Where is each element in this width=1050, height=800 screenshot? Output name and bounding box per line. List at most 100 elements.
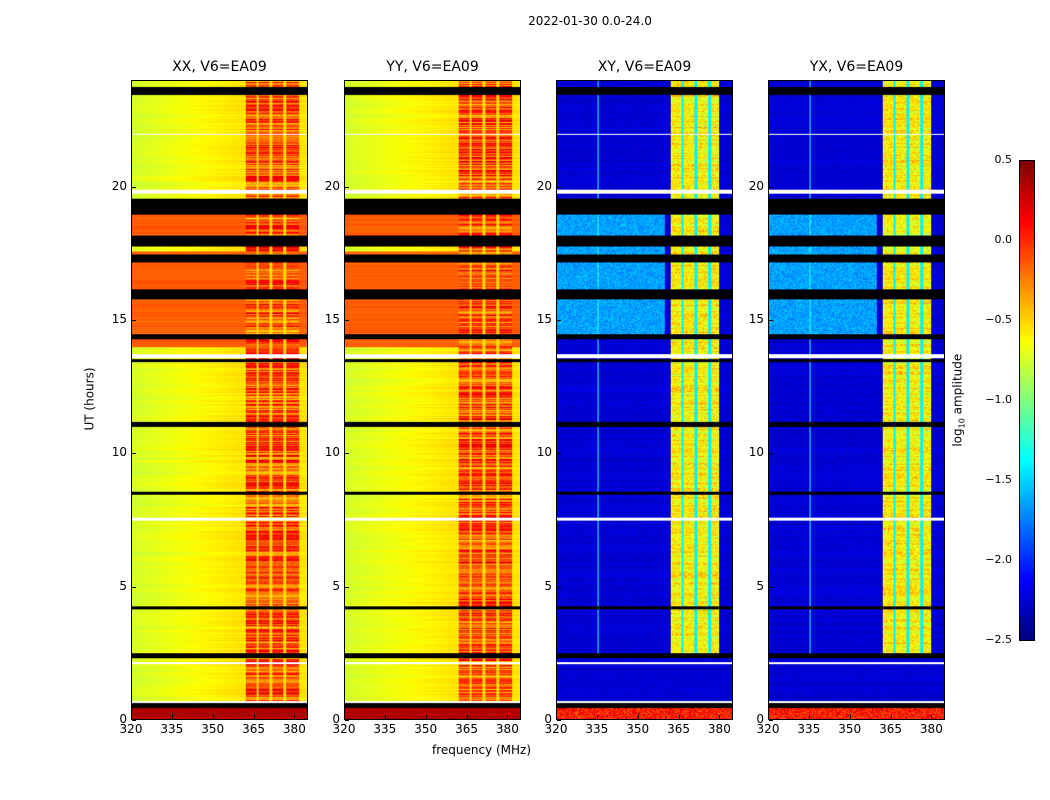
y-tick-mark — [769, 720, 773, 721]
x-tick-mark — [768, 715, 769, 719]
y-tick-label: 5 — [332, 578, 340, 593]
x-tick-label: 335 — [797, 722, 821, 736]
x-tick-mark — [253, 715, 255, 719]
x-tick-label: 350 — [414, 722, 438, 736]
heatmap-panel-yy — [344, 80, 521, 720]
x-tick-mark — [556, 715, 557, 719]
x-tick-mark — [131, 715, 132, 719]
x-tick-mark — [849, 715, 851, 719]
x-tick-mark — [384, 715, 386, 719]
colorbar-label-main: log — [950, 428, 965, 447]
heatmap-panel-xy — [556, 80, 733, 720]
y-tick-label: 5 — [756, 578, 764, 593]
y-tick-label: 0 — [544, 712, 552, 726]
x-tick-mark — [171, 715, 173, 719]
panel-title: YY, V6=EA09 — [386, 59, 479, 75]
colorbar-tick-label: 0.0 — [994, 233, 1013, 246]
y-tick-label: 15 — [111, 312, 127, 326]
y-tick-mark — [557, 453, 561, 455]
y-tick-label: 10 — [324, 445, 340, 460]
x-tick-mark — [466, 715, 468, 719]
x-tick-mark — [931, 715, 933, 719]
y-tick-mark — [557, 586, 561, 588]
y-tick-mark — [769, 586, 773, 588]
x-tick-label: 365 — [879, 722, 902, 736]
x-tick-label: 335 — [160, 722, 184, 736]
y-tick-label: 0 — [756, 712, 764, 726]
y-tick-label: 20 — [324, 178, 340, 193]
y-tick-mark — [345, 586, 349, 588]
y-tick-label: 15 — [324, 312, 340, 326]
y-tick-mark — [132, 186, 136, 188]
y-tick-label: 10 — [748, 445, 764, 460]
colorbar-label-rest: amplitude — [950, 353, 965, 419]
y-tick-label: 15 — [536, 312, 552, 326]
panel-title: XX, V6=EA09 — [172, 59, 267, 75]
x-tick-label: 320 — [756, 722, 780, 736]
y-tick-label: 10 — [536, 445, 552, 460]
colorbar-tick-label: 0.5 — [994, 153, 1013, 166]
x-tick-label: 335 — [585, 722, 609, 736]
x-tick-label: 320 — [119, 722, 143, 736]
panel-title: YX, V6=EA09 — [809, 59, 904, 75]
colorbar-tick-label: −2.0 — [985, 553, 1012, 566]
x-tick-label: 335 — [373, 722, 397, 736]
x-tick-label: 380 — [919, 722, 943, 736]
panel-title: XY, V6=EA09 — [597, 59, 692, 75]
colorbar-label-sub: 10 — [957, 418, 967, 429]
x-tick-label: 365 — [455, 722, 478, 736]
heatmap-panel-yx — [768, 80, 945, 720]
y-tick-label: 20 — [536, 178, 552, 193]
x-tick-label: 380 — [495, 722, 519, 736]
colorbar-tick-label: −1.5 — [985, 473, 1012, 486]
y-tick-label: 5 — [119, 578, 127, 593]
y-tick-label: 10 — [111, 445, 127, 460]
y-tick-label: 15 — [748, 312, 764, 326]
x-tick-mark — [596, 715, 598, 719]
y-tick-mark — [345, 186, 349, 188]
heatmap-panel-xx — [131, 80, 308, 720]
x-tick-mark — [678, 715, 680, 719]
x-tick-mark — [719, 715, 721, 719]
x-tick-mark — [425, 715, 427, 719]
y-tick-mark — [132, 453, 136, 455]
x-tick-mark — [212, 715, 214, 719]
y-tick-mark — [557, 320, 561, 321]
figure-title: 2022-01-30 0.0-24.0 — [528, 14, 652, 28]
x-tick-mark — [890, 715, 892, 719]
colorbar-tick-label: −2.5 — [985, 633, 1012, 646]
x-tick-label: 380 — [282, 722, 306, 736]
x-tick-mark — [344, 715, 345, 719]
x-tick-label: 350 — [626, 722, 650, 736]
y-tick-mark — [132, 586, 136, 588]
y-tick-label: 5 — [544, 578, 552, 593]
y-tick-mark — [345, 720, 349, 721]
y-tick-label: 0 — [119, 712, 127, 726]
y-tick-mark — [132, 720, 136, 721]
colorbar-tick-label: −1.0 — [985, 393, 1012, 406]
y-tick-mark — [345, 453, 349, 455]
y-tick-mark — [557, 186, 561, 188]
y-axis-label: UT (hours) — [82, 367, 97, 431]
colorbar-label: log10 amplitude — [950, 354, 966, 447]
x-tick-mark — [637, 715, 639, 719]
x-tick-mark — [808, 715, 810, 719]
x-tick-label: 320 — [332, 722, 356, 736]
x-tick-label: 365 — [667, 722, 690, 736]
x-tick-mark — [507, 715, 509, 719]
x-tick-mark — [294, 715, 296, 719]
y-tick-mark — [557, 720, 561, 721]
y-tick-mark — [345, 320, 349, 321]
x-tick-label: 365 — [242, 722, 265, 736]
x-axis-label: frequency (MHz) — [432, 743, 532, 757]
y-tick-mark — [769, 453, 773, 455]
colorbar-tick-label: −0.5 — [985, 313, 1012, 326]
x-tick-label: 350 — [838, 722, 862, 736]
y-tick-label: 0 — [332, 712, 340, 726]
x-tick-label: 350 — [201, 722, 225, 736]
colorbar — [1019, 160, 1035, 641]
y-tick-mark — [769, 320, 773, 321]
y-tick-mark — [132, 320, 136, 321]
y-tick-mark — [769, 186, 773, 188]
y-tick-label: 20 — [111, 178, 127, 193]
